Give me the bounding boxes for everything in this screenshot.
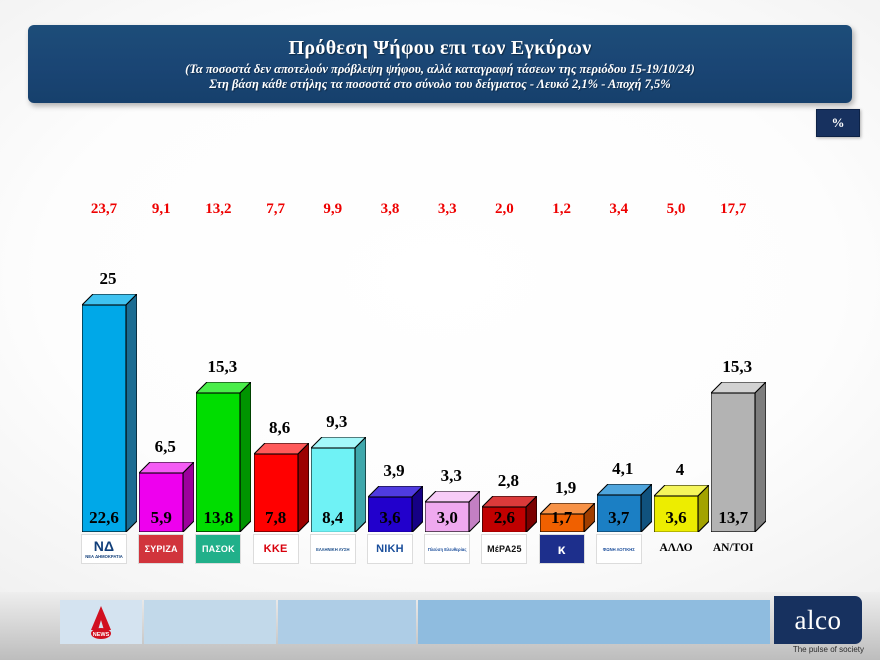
- party-logo-subtext-plefsi-eleftherias: Πλεύση Ελευθερίας: [427, 546, 467, 552]
- alco-tagline: The pulse of society: [792, 645, 864, 654]
- footer-segment-3: [418, 600, 770, 644]
- bar-value-inner-anapofasistoi: 13,7: [718, 508, 749, 527]
- party-logo-syriza: ΣΥΡΙΖΑ: [138, 534, 185, 564]
- party-logo-subtext-elliniki-lysi: ΕΛΛΗΝΙΚΗ ΛΥΣΗ: [316, 546, 350, 552]
- party-logo-text-niki: ΝΙΚΗ: [376, 542, 404, 555]
- alco-logo: alco: [774, 596, 862, 644]
- bar-value-inner-kommounistiko-komma: 1,7: [550, 508, 573, 527]
- bar-value-outer-pasok: 15,3: [207, 357, 238, 377]
- bar-allo: [652, 483, 711, 534]
- category-label-allo: ΑΛΛΟ: [659, 542, 693, 554]
- bar-value-outer-niki: 3,9: [383, 460, 405, 480]
- previous-value-mera25: 2,0: [495, 201, 514, 217]
- previous-value-nea-dimokratia: 23,7: [90, 201, 118, 217]
- alpha-logo-icon: NEWS: [91, 606, 111, 639]
- alpha-tv-logo: NEWS: [60, 600, 142, 644]
- bar-value-inner-niki: 3,6: [379, 508, 401, 527]
- bar-value-outer-nea-dimokratia: 25: [99, 269, 117, 288]
- bar-shape-kommounistiko-komma: [538, 501, 596, 534]
- previous-value-syriza: 9,1: [151, 201, 171, 217]
- bar-value-inner-plefsi-eleftherias: 3,0: [436, 508, 458, 527]
- footer-segment-1: [144, 600, 276, 644]
- bar-shape-niki: [366, 484, 425, 534]
- bar-value-outer-foni-logikis: 4,1: [612, 458, 634, 478]
- category-label-anapofasistoi: ΑΝ/ΤΟΙ: [712, 542, 754, 554]
- party-logo-text-kke: ΚΚΕ: [263, 542, 288, 555]
- bar-shape-syriza: [137, 460, 196, 534]
- party-logo-subtext-nea-dimokratia: ΝΕΑ ΔΗΜΟΚΡΑΤΙΑ: [85, 553, 123, 559]
- header-banner: Πρόθεση Ψήφου επι των Εγκύρων (Τα ποσοστ…: [28, 25, 852, 103]
- bar-shape-mera25: [481, 494, 539, 534]
- party-logo-text-syriza: ΣΥΡΙΖΑ: [144, 543, 178, 554]
- bar-value-outer-allo: 4: [675, 459, 685, 479]
- bar-value-inner-mera25: 2,6: [493, 508, 516, 527]
- percent-badge-label: %: [831, 115, 845, 130]
- previous-value-plefsi-eleftherias: 3,3: [437, 201, 457, 217]
- party-logo-text-mera25: ΜέΡΑ25: [487, 543, 522, 554]
- previous-value-anapofasistoi: 17,7: [720, 201, 747, 217]
- party-logo-elliniki-lysi: ΕΛΛΗΝΙΚΗ ΛΥΣΗ: [309, 534, 356, 564]
- bar-value-inner-foni-logikis: 3,7: [608, 508, 630, 527]
- party-logo-text-pasok: ΠΑΣΟΚ: [201, 543, 235, 554]
- previous-value-kommounistiko-komma: 1,2: [552, 201, 571, 217]
- party-logo-text-nea-dimokratia: ΝΔ: [93, 537, 115, 554]
- previous-value-kke: 7,7: [266, 201, 285, 217]
- bar-mera25: [481, 494, 539, 534]
- bar-value-outer-kommounistiko-komma: 1,9: [554, 478, 577, 497]
- alco-logo-text: alco: [794, 604, 842, 635]
- party-logo-mera25: ΜέΡΑ25: [481, 534, 528, 564]
- previous-value-elliniki-lysi: 9,9: [323, 201, 343, 217]
- svg-text:NEWS: NEWS: [93, 632, 110, 638]
- party-logo-nea-dimokratia: ΝΔ ΝΕΑ ΔΗΜΟΚΡΑΤΙΑ: [81, 534, 127, 564]
- party-logo-text-kommounistiko-komma: κ: [557, 541, 566, 557]
- bar-value-inner-nea-dimokratia: 22,6: [89, 508, 119, 527]
- party-logo-pasok: ΠΑΣΟΚ: [195, 534, 242, 564]
- party-logo-plefsi-eleftherias: Πλεύση Ελευθερίας: [424, 534, 471, 564]
- bar-value-inner-elliniki-lysi: 8,4: [322, 508, 344, 527]
- bar-niki: [366, 484, 425, 534]
- bar-shape-nea-dimokratia: [80, 292, 139, 534]
- bar-elliniki-lysi: [309, 435, 368, 534]
- page-title: Πρόθεση Ψήφου επι των Εγκύρων: [288, 36, 592, 59]
- party-logo-subtext-foni-logikis: ΦΩΝΗ ΛΟΓΙΚΗΣ: [602, 546, 635, 552]
- bar-value-inner-pasok: 13,8: [203, 508, 234, 527]
- bar-value-outer-mera25: 2,8: [497, 470, 520, 490]
- bar-shape-foni-logikis: [595, 482, 654, 534]
- bar-plefsi-eleftherias: [423, 489, 482, 534]
- bar-value-outer-syriza: 6,5: [154, 436, 176, 456]
- header-subtitle-2: Στη βάση κάθε στήλης τα ποσοστά στο σύνο…: [209, 76, 671, 91]
- previous-value-allo: 5,0: [666, 201, 686, 217]
- party-logo-foni-logikis: ΦΩΝΗ ΛΟΓΙΚΗΣ: [595, 534, 642, 564]
- previous-value-niki: 3,8: [380, 201, 400, 217]
- party-logo-kommounistiko-komma: κ: [538, 534, 585, 564]
- bar-value-outer-anapofasistoi: 15,3: [722, 357, 753, 377]
- party-logo-niki: ΝΙΚΗ: [367, 534, 413, 564]
- bar-syriza: [137, 460, 196, 534]
- bar-value-outer-plefsi-eleftherias: 3,3: [440, 466, 462, 486]
- previous-value-foni-logikis: 3,4: [609, 201, 629, 217]
- footer-bar: NEWS alco The pulse of society: [0, 592, 880, 660]
- bar-nea-dimokratia: [80, 292, 139, 534]
- bar-value-inner-allo: 3,6: [665, 508, 687, 527]
- bar-value-inner-syriza: 5,9: [150, 508, 172, 527]
- bar-kommounistiko-komma: [538, 501, 596, 534]
- previous-value-pasok: 13,2: [205, 201, 232, 217]
- bar-value-outer-elliniki-lysi: 9,3: [326, 411, 348, 431]
- bar-pasok: [195, 380, 253, 534]
- bar-value-outer-kke: 8,6: [268, 417, 291, 437]
- bar-value-inner-kke: 7,8: [264, 508, 287, 527]
- header-subtitle-1: (Τα ποσοστά δεν αποτελούν πρόβλεψη ψήφου…: [185, 61, 695, 76]
- percent-unit-badge: %: [816, 109, 860, 137]
- bar-shape-plefsi-eleftherias: [423, 489, 482, 534]
- bar-foni-logikis: [595, 482, 654, 534]
- footer-segment-2: [278, 600, 416, 644]
- party-logo-kke: ΚΚΕ: [252, 534, 299, 564]
- bar-shape-pasok: [195, 380, 253, 534]
- bar-shape-elliniki-lysi: [309, 435, 368, 534]
